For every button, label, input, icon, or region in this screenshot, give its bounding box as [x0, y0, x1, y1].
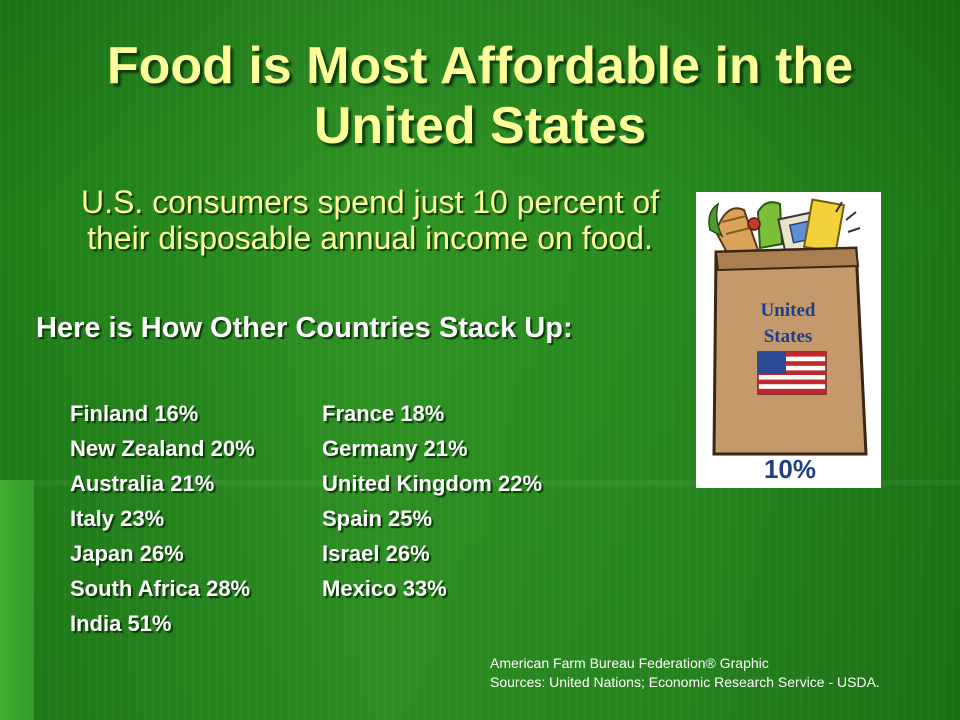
country-item: Germany 21% [322, 436, 468, 461]
country-item: Italy 23% [70, 506, 165, 531]
background-band [34, 480, 960, 486]
country-item: New Zealand 20% [70, 436, 255, 461]
country-item: Finland 16% [70, 401, 199, 426]
bag-label-line: States [764, 326, 813, 347]
country-item: India 51% [70, 611, 172, 636]
country-item: United Kingdom 22% [322, 471, 543, 496]
source-line: Sources: United Nations; Economic Resear… [490, 674, 880, 690]
slide-title: Food is Most Affordable in the United St… [106, 37, 854, 155]
us-flag-icon [757, 351, 827, 395]
country-item: Israel 26% [322, 541, 430, 566]
background-accent [0, 480, 34, 720]
country-item: France 18% [322, 401, 445, 426]
source-line: American Farm Bureau Federation® Graphic [490, 655, 769, 671]
stack-heading: Here is How Other Countries Stack Up: [36, 312, 573, 344]
country-column-left: Finland 16% New Zealand 20% Australia 21… [70, 402, 330, 647]
country-column-right: France 18% Germany 21% United Kingdom 22… [322, 402, 642, 612]
slide-subtitle: U.S. consumers spend just 10 percent of … [80, 184, 660, 256]
bag-percent: 10% [764, 454, 816, 484]
groceries-icon [708, 198, 861, 260]
source-credit: American Farm Bureau Federation® Graphic… [490, 654, 880, 692]
bag-icon [712, 246, 868, 456]
country-item: Australia 21% [70, 471, 215, 496]
country-item: South Africa 28% [70, 576, 251, 601]
grocery-bag-illustration: United States 10% [708, 198, 868, 484]
grocery-bag-graphic: United States 10% [696, 192, 881, 488]
country-item: Spain 25% [322, 506, 433, 531]
country-item: Japan 26% [70, 541, 184, 566]
country-item: Mexico 33% [322, 576, 447, 601]
bag-label-line: United [761, 300, 816, 321]
